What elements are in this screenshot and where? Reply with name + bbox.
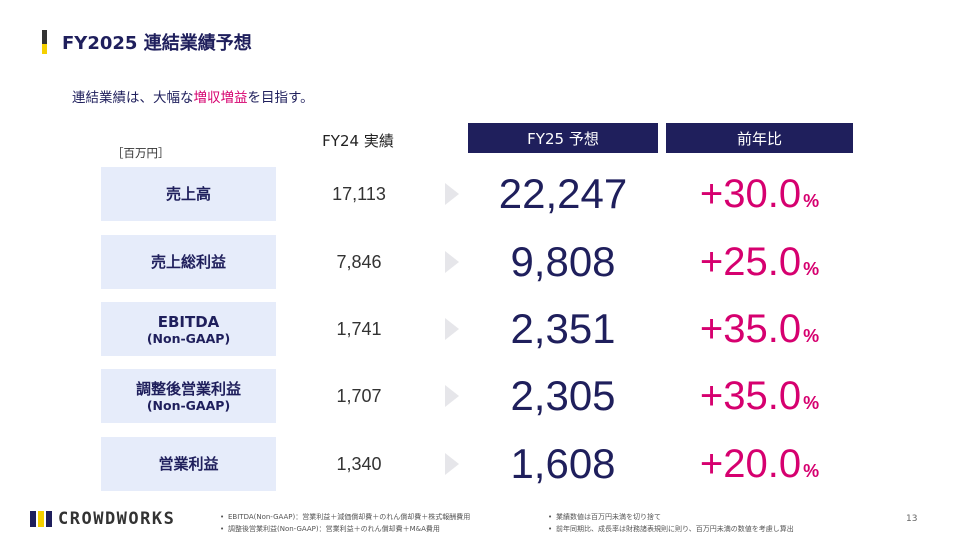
crowdworks-logo: CROWDWORKS: [30, 509, 175, 529]
footnotes-right: 業績数値は百万円未満を切り捨て 前年同期比、成長率は財務諸表規則に則り、百万円未…: [548, 511, 794, 535]
row-label: EBITDA: [157, 312, 220, 331]
column-header-fy25: FY25 予想: [468, 123, 658, 153]
row-label-box: 売上高: [101, 167, 276, 221]
fy24-value: 7,846: [336, 251, 382, 272]
row-label-box: 営業利益: [101, 437, 276, 491]
yoy-value: +35.0%: [699, 373, 820, 418]
row-sublabel: (Non-GAAP): [146, 397, 231, 413]
arrow-right-icon: [445, 385, 459, 407]
fy24-value: 1,741: [336, 318, 382, 339]
footnote: EBITDA(Non-GAAP)：営業利益＋減価償却費＋のれん償却費＋株式報酬費…: [220, 511, 470, 523]
fy25-value: 1,608: [510, 440, 616, 487]
table-row: 売上総利益 7,846 9,808 +25.0%: [0, 235, 960, 289]
row-label: 売上高: [165, 185, 211, 203]
column-header-fy24: FY24 実績: [322, 132, 394, 150]
footnotes-left: EBITDA(Non-GAAP)：営業利益＋減価償却費＋のれん償却費＋株式報酬費…: [220, 511, 470, 535]
footnote: 調整後営業利益(Non-GAAP)：営業利益＋のれん償却費＋M&A費用: [220, 523, 470, 535]
row-sublabel: (Non-GAAP): [146, 330, 231, 346]
arrow-right-icon: [445, 251, 459, 273]
row-label: 売上総利益: [150, 253, 226, 271]
arrow-right-icon: [445, 318, 459, 340]
table-row: EBITDA (Non-GAAP) 1,741 2,351 +35.0%: [0, 302, 960, 356]
column-header-yoy: 前年比: [666, 123, 853, 153]
table-row: 営業利益 1,340 1,608 +20.0%: [0, 437, 960, 491]
row-label: 調整後営業利益: [135, 379, 241, 398]
title-accent-bar: [42, 30, 47, 54]
logo-text: CROWDWORKS: [58, 509, 176, 529]
row-label-box: 調整後営業利益 (Non-GAAP): [101, 369, 276, 423]
arrow-right-icon: [445, 453, 459, 475]
yoy-value: +30.0%: [699, 171, 820, 216]
yoy-value: +20.0%: [699, 441, 820, 486]
table-row: 売上高 17,113 22,247 +30.0%: [0, 167, 960, 221]
page-number: 13: [906, 514, 918, 524]
yoy-value: +25.0%: [699, 239, 820, 284]
fy24-value: 1,340: [336, 453, 382, 474]
page-title: FY2025 連結業績予想: [62, 33, 252, 54]
footnote: 前年同期比、成長率は財務諸表規則に則り、百万円未満の数値を考慮し算出: [548, 523, 794, 535]
footnote: 業績数値は百万円未満を切り捨て: [548, 511, 794, 523]
arrow-right-icon: [445, 183, 459, 205]
table-row: 調整後営業利益 (Non-GAAP) 1,707 2,305 +35.0%: [0, 369, 960, 423]
row-label-box: EBITDA (Non-GAAP): [101, 302, 276, 356]
yoy-value: +35.0%: [699, 306, 820, 351]
row-label-box: 売上総利益: [101, 235, 276, 289]
subtitle: 連結業績は、大幅な増収増益を目指す。: [72, 90, 314, 106]
logo-mark-icon: [30, 511, 52, 527]
fy24-value: 1,707: [336, 385, 382, 406]
fy24-value: 17,113: [332, 183, 386, 204]
fy25-value: 2,305: [510, 372, 616, 419]
row-label: 営業利益: [158, 455, 219, 473]
fy25-value: 22,247: [498, 170, 628, 217]
fy25-value: 9,808: [510, 238, 616, 285]
unit-label: ［百万円］: [112, 146, 170, 160]
subtitle-highlight: 増収増益: [193, 90, 248, 106]
fy25-value: 2,351: [510, 305, 616, 352]
